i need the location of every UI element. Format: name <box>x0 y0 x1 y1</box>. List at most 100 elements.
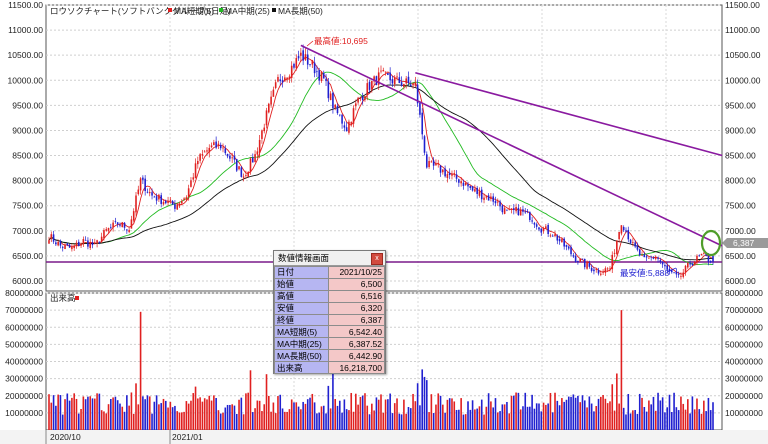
volume-bar <box>304 403 307 430</box>
candle-body <box>627 229 630 240</box>
candle-body <box>281 80 284 83</box>
candle-body <box>670 270 673 273</box>
candle-body <box>423 136 426 153</box>
candle-body <box>384 71 387 73</box>
candle-body <box>160 195 162 204</box>
volume-bar <box>68 400 71 430</box>
volume-bar <box>247 392 250 430</box>
candle-body <box>327 81 330 99</box>
volume-bar <box>277 396 279 430</box>
volume-bar <box>657 392 659 430</box>
volume-bar <box>139 311 142 430</box>
volume-bar <box>458 409 460 430</box>
info-panel[interactable]: 数値情報画面 x 日付 2021/10/25 始値 6,500 高値 6,516 安値… <box>273 250 386 375</box>
candle-body <box>558 239 561 242</box>
volume-bar <box>359 396 362 430</box>
volume-bar <box>409 408 412 430</box>
candle-body <box>668 268 671 272</box>
candle-body <box>128 230 130 232</box>
volume-bar <box>542 402 545 430</box>
volume-bar <box>469 409 472 430</box>
candle-body <box>583 259 586 268</box>
volume-bar <box>155 395 158 430</box>
candle-body <box>629 239 632 244</box>
candle-body <box>535 224 538 227</box>
candle-body <box>352 108 355 124</box>
price-tick-left: 6500.00 <box>12 251 43 261</box>
candle-body <box>515 206 517 212</box>
volume-bar <box>233 405 236 430</box>
candle-body <box>201 154 204 156</box>
volume-bar <box>137 404 140 430</box>
volume-bar <box>499 411 501 430</box>
candle-body <box>357 97 359 103</box>
candle-body <box>208 147 211 153</box>
volume-bar <box>490 401 492 430</box>
volume-bar <box>371 403 373 430</box>
candle-body <box>636 245 639 250</box>
volume-bar <box>428 412 430 430</box>
candle-body <box>226 154 229 157</box>
volume-bar <box>112 397 114 430</box>
candle-body <box>224 148 227 154</box>
candle-body <box>350 122 353 124</box>
info-panel-title-bar[interactable]: 数値情報画面 x <box>274 251 385 266</box>
volume-legend-marker <box>75 296 79 300</box>
current-price-label: 6,387 <box>733 238 755 248</box>
candle-body <box>581 258 584 260</box>
volume-bar <box>242 414 245 430</box>
info-value: 6,387 <box>327 313 386 327</box>
candle-body <box>689 263 691 265</box>
info-key: 終値 <box>274 313 329 327</box>
volume-bar <box>288 409 291 430</box>
candle-body <box>59 240 62 246</box>
volume-bar <box>93 398 96 430</box>
candle-body <box>126 229 128 231</box>
close-button[interactable]: x <box>371 253 383 265</box>
trendlines <box>300 44 723 247</box>
volume-bar <box>377 399 380 430</box>
volume-bar <box>419 405 421 430</box>
volume-bar <box>709 410 712 430</box>
volume-bar <box>700 413 703 430</box>
candle-body <box>359 97 362 99</box>
price-tick-left: 8500.00 <box>12 151 43 161</box>
candle-body <box>439 165 442 173</box>
volume-bar <box>535 403 538 430</box>
volume-bar <box>194 386 197 430</box>
candle-body <box>71 246 73 250</box>
ma-long-line <box>48 84 714 261</box>
candle-body <box>609 268 611 270</box>
volume-bar <box>279 394 282 430</box>
volume-bar <box>258 400 261 430</box>
volume-bar <box>577 395 579 430</box>
info-key: 安値 <box>274 301 329 315</box>
info-row: MA中期(25) 6,387.52 <box>274 337 386 351</box>
candle-body <box>100 236 103 242</box>
candle-body <box>567 246 570 249</box>
volume-bar <box>684 409 687 430</box>
candle-body <box>691 263 694 266</box>
candle-body <box>316 71 318 73</box>
candle-body <box>272 89 275 97</box>
info-row: MA長期(50) 6,442.90 <box>274 349 386 363</box>
candle-body <box>659 260 662 262</box>
candle-body <box>348 121 350 133</box>
volume-bar <box>698 409 701 430</box>
candle-body <box>174 204 176 209</box>
candle-body <box>82 239 85 245</box>
volume-bar <box>611 384 614 430</box>
volume-bar <box>98 393 101 430</box>
volume-bar <box>565 399 568 430</box>
candle-body <box>130 219 133 229</box>
volume-bar <box>707 397 710 430</box>
candle-body <box>293 63 295 68</box>
volume-bar <box>231 404 233 430</box>
candle-body <box>286 77 288 80</box>
volume-bar <box>641 397 643 430</box>
price-tick-right: 8500.00 <box>725 151 756 161</box>
candle-body <box>190 180 192 187</box>
candle-body <box>311 60 314 65</box>
candle-body <box>529 211 531 220</box>
